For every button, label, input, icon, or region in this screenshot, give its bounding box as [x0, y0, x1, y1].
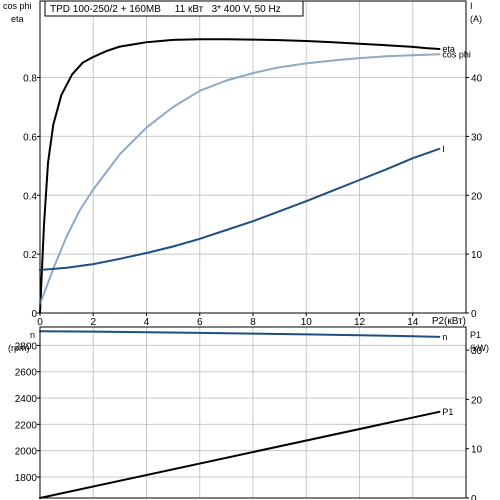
- lower-left-tick-label: 2600: [15, 368, 38, 379]
- upper-grid: [40, 1, 466, 313]
- upper-right-tick-label: 30: [471, 132, 483, 143]
- upper-x-tick-label: 14: [407, 317, 419, 328]
- upper-x-tick-label: 6: [197, 317, 203, 328]
- chart-title: TPD 100-250/2 + 160MB 11 кВт 3* 400 V, 5…: [50, 4, 281, 15]
- series-label-p1: P1: [442, 407, 453, 417]
- series-label-eta: eta: [442, 44, 455, 54]
- series-label-cos-phi: cos phi: [442, 49, 471, 59]
- series-n-line: [39, 330, 441, 338]
- series-label-i: I: [442, 144, 445, 154]
- right-axis-label-kw: (kW): [470, 343, 489, 353]
- lower-plot-frame: [39, 326, 467, 499]
- series-eta-line: [39, 38, 441, 314]
- upper-left-tick-label: 0.8: [23, 74, 37, 85]
- lower-right-tick-label: 0: [471, 494, 477, 500]
- series-i-line: [39, 147, 441, 271]
- lower-right-tick-label: 20: [471, 395, 483, 406]
- left-axis-label-rpm: (rpm): [8, 343, 30, 353]
- upper-x-tick-label: 2: [90, 317, 96, 328]
- series-label-n: n: [442, 332, 447, 342]
- lower-left-tick-label: 1800: [15, 473, 38, 484]
- lower-ticks: 1800 2000 2200 2400 2600 2800 0 10 20 30: [15, 341, 483, 500]
- x-axis-label: P2(кВт): [432, 316, 466, 327]
- lower-left-tick-label: 2400: [15, 394, 38, 405]
- upper-left-tick-label: 0.2: [23, 250, 37, 261]
- upper-right-tick-label: 20: [471, 191, 483, 202]
- lower-right-tick-label: 30: [471, 346, 483, 357]
- right-axis-label-p1: P1: [470, 330, 481, 340]
- upper-x-tick-label: 10: [301, 317, 313, 328]
- upper-x-tick-label: 4: [144, 317, 150, 328]
- upper-ticks: 0 0.2 0.4 0.6 0.8 0 10 20 30 40 0 2 4 6 8 10 12 14: [23, 74, 482, 328]
- series-p1-line: [39, 410, 441, 499]
- upper-left-tick-label: 0.6: [23, 132, 37, 143]
- upper-x-tick-label: 8: [250, 317, 256, 328]
- upper-x-tick-label: 12: [354, 317, 366, 328]
- left-axis-label-n: n: [30, 330, 35, 340]
- upper-right-tick-label: 10: [471, 250, 483, 261]
- left-axis-label-cosphi: cos phi: [3, 1, 32, 11]
- upper-left-tick-label: 0.4: [23, 191, 37, 202]
- lower-right-tick-label: 10: [471, 445, 483, 456]
- lower-left-tick-label: 2000: [15, 447, 38, 458]
- right-axis-label-a: (A): [470, 14, 482, 24]
- upper-left-tick-label: 0: [31, 309, 37, 320]
- title-box: [44, 0, 304, 17]
- lower-grid: [40, 327, 466, 498]
- lower-curves: n P1: [39, 330, 453, 499]
- right-axis-label-i: I: [470, 1, 473, 11]
- series-cos-phi-line: [39, 53, 441, 306]
- upper-right-tick-label: 40: [471, 74, 483, 85]
- lower-left-tick-label: 2200: [15, 420, 38, 431]
- left-axis-label-eta: eta: [11, 14, 24, 24]
- upper-right-tick-label: 0: [471, 309, 477, 320]
- upper-x-tick-label: 0: [37, 317, 43, 328]
- lower-left-tick-label: 2800: [15, 341, 38, 352]
